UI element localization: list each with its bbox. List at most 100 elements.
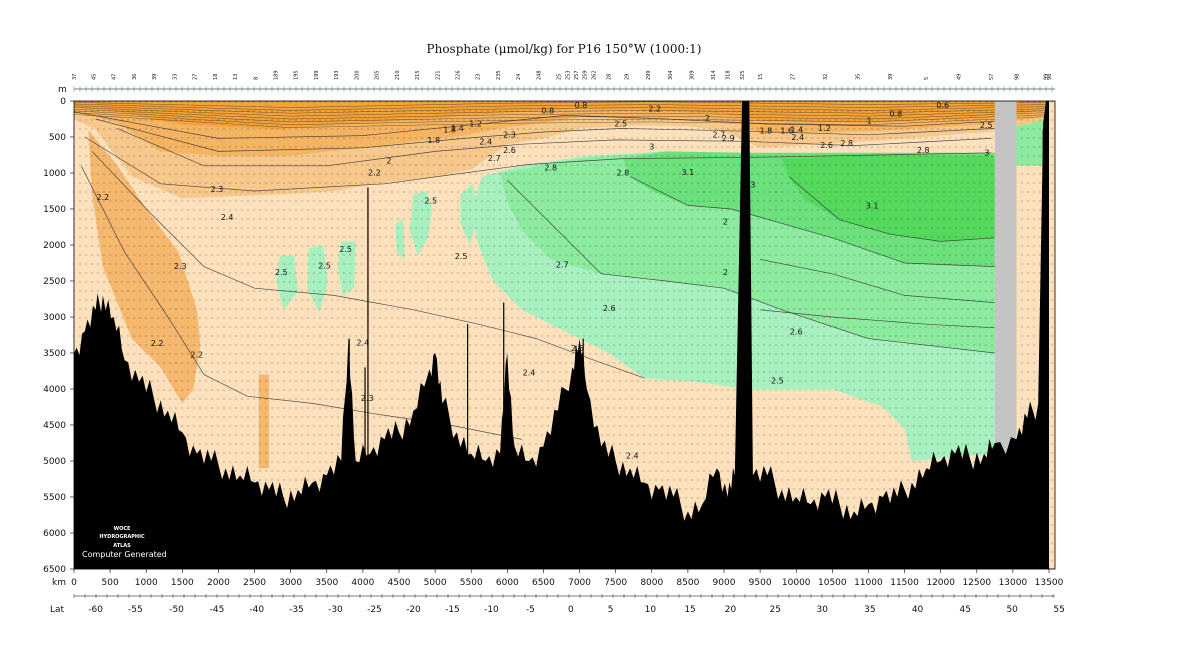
km-tick-label-23: 11500 xyxy=(890,578,919,588)
station-label-22: 24 xyxy=(516,74,522,80)
contour-label-23: 2.8 xyxy=(544,164,557,173)
station-label-42: 5 xyxy=(924,77,930,80)
station-label-29: 28 xyxy=(606,74,612,80)
station-label-20: 23 xyxy=(476,74,482,80)
km-tick-label-10: 5000 xyxy=(424,578,447,588)
contour-label-58: 2.5 xyxy=(771,377,784,386)
station-label-39: 32 xyxy=(823,74,829,80)
contour-label-24: 0.8 xyxy=(541,107,554,116)
contour-label-7: 2.5 xyxy=(318,261,331,270)
station-label-31: 299 xyxy=(646,70,652,80)
station-label-5: 33 xyxy=(172,74,178,80)
contour-labels: 2.2 2.3 2.4 2.3 2.2 2.2 2.5 2.5 2.5 2.4 2.3 2.2 2 1.8… xyxy=(97,101,1050,464)
lat-tick-label-23: 55 xyxy=(1053,605,1064,615)
contour-label-46: 1.2 xyxy=(818,124,831,133)
lat-tick-label-9: -15 xyxy=(445,605,460,615)
depth-tick-label-9: 4500 xyxy=(43,421,66,431)
contour-label-37: 2 xyxy=(705,114,710,123)
contour-label-55: 3 xyxy=(750,181,755,190)
logo-line1: WOCE xyxy=(114,526,131,532)
contour-label-36: 3.1 xyxy=(682,168,695,177)
depth-tick-label-4: 2000 xyxy=(43,241,66,251)
contour-label-43: 1.6 xyxy=(780,127,793,136)
plot-area: 2.2 2.3 2.4 2.3 2.2 2.2 2.5 2.5 2.5 2.4 2.3 2.2 2 1.8… xyxy=(74,101,1055,569)
km-tick-label-0: 0 xyxy=(71,578,77,588)
km-tick-label-6: 3000 xyxy=(279,578,302,588)
station-label-35: 318 xyxy=(726,70,732,80)
lat-tick-label-10: -10 xyxy=(484,605,499,615)
station-label-36: 325 xyxy=(740,70,746,80)
station-label-8: 13 xyxy=(233,74,239,80)
km-tick-label-24: 12000 xyxy=(926,578,955,588)
logo-line2: HYDROGRAPHIC xyxy=(99,534,145,540)
contour-label-28: 2.6 xyxy=(603,304,616,313)
contour-label-30: 2.4 xyxy=(523,369,536,378)
contour-label-54: 3 xyxy=(984,148,989,157)
contour-label-57: 2.6 xyxy=(790,328,803,337)
depth-tick-label-7: 3500 xyxy=(43,349,66,359)
depth-tick-label-5: 2500 xyxy=(43,277,66,287)
station-label-18: 221 xyxy=(435,70,441,80)
contour-label-25: 0.8 xyxy=(575,101,588,110)
contour-label-52: 2.5 xyxy=(980,121,993,130)
chart-title: Phosphate (μmol/kg) for P16 150°W (1000:… xyxy=(427,42,702,56)
contour-label-41: 2 xyxy=(723,268,728,277)
contour-label-47: 2.6 xyxy=(820,141,833,150)
depth-tick-label-1: 500 xyxy=(49,133,66,143)
lat-tick-label-8: -20 xyxy=(406,605,421,615)
station-label-15: 205 xyxy=(375,70,381,80)
km-tick-label-7: 3500 xyxy=(315,578,338,588)
station-label-3: 36 xyxy=(132,74,138,80)
km-tick-label-25: 12500 xyxy=(962,578,991,588)
station-label-24: 25 xyxy=(557,74,563,80)
contour-label-17: 2.5 xyxy=(424,197,437,206)
station-label-26: 257 xyxy=(574,70,580,80)
no-data-region xyxy=(994,101,1017,454)
km-tick-label-20: 10000 xyxy=(782,578,811,588)
km-tick-label-9: 4500 xyxy=(388,578,411,588)
lat-tick-label-14: 10 xyxy=(645,605,657,615)
lat-tick-label-4: -40 xyxy=(249,605,264,615)
depth-tick-label-2: 1000 xyxy=(43,169,66,179)
station-label-19: 226 xyxy=(456,70,462,80)
contour-label-53: 2.8 xyxy=(917,146,930,155)
station-label-30: 29 xyxy=(625,74,631,80)
distance-axis-unit: km xyxy=(52,578,66,588)
station-label-47: 98 xyxy=(1047,74,1053,80)
lat-tick-label-21: 45 xyxy=(959,605,970,615)
km-tick-label-3: 1500 xyxy=(171,578,194,588)
station-label-12: 199 xyxy=(314,70,320,80)
depth-tick-label-13: 6500 xyxy=(43,565,66,575)
km-tick-label-27: 13500 xyxy=(1035,578,1064,588)
contour-label-27: 2.7 xyxy=(556,261,569,270)
lat-tick-label-22: 50 xyxy=(1006,605,1018,615)
contour-label-35: 3 xyxy=(649,143,654,152)
station-label-33: 309 xyxy=(690,70,696,80)
station-label-28: 262 xyxy=(591,70,597,80)
contour-label-56: 3.1 xyxy=(866,202,879,211)
station-label-6: 27 xyxy=(193,74,199,80)
station-label-2: 47 xyxy=(112,74,118,80)
km-tick-label-11: 5500 xyxy=(460,578,483,588)
contour-label-48: 2.8 xyxy=(840,139,853,148)
station-label-9: 8 xyxy=(253,77,259,80)
latitude-axis: Lat -60 -55 -50 -45 -40 -35 -30 -25 -20 -15 -10 -5 0… xyxy=(50,594,1065,615)
contour-label-14: 1.8 xyxy=(443,125,456,134)
km-tick-label-17: 8500 xyxy=(676,578,699,588)
lat-tick-label-18: 30 xyxy=(816,605,828,615)
contour-label-2: 2.4 xyxy=(221,213,234,222)
contour-label-10: 2.3 xyxy=(361,394,374,403)
lat-tick-label-19: 35 xyxy=(864,605,875,615)
station-label-32: 304 xyxy=(668,70,674,80)
station-label-34: 314 xyxy=(711,70,717,80)
km-tick-label-15: 7500 xyxy=(604,578,627,588)
contour-label-50: 0.8 xyxy=(890,110,903,119)
contour-label-0: 2.2 xyxy=(97,193,110,202)
contour-label-19: 2.4 xyxy=(479,138,492,147)
lat-tick-label-17: 25 xyxy=(770,605,781,615)
station-label-16: 210 xyxy=(395,70,401,80)
km-tick-label-4: 2000 xyxy=(207,578,230,588)
km-tick-label-21: 10500 xyxy=(818,578,847,588)
station-label-37: 15 xyxy=(758,74,764,80)
depth-tick-label-0: 0 xyxy=(60,97,66,107)
